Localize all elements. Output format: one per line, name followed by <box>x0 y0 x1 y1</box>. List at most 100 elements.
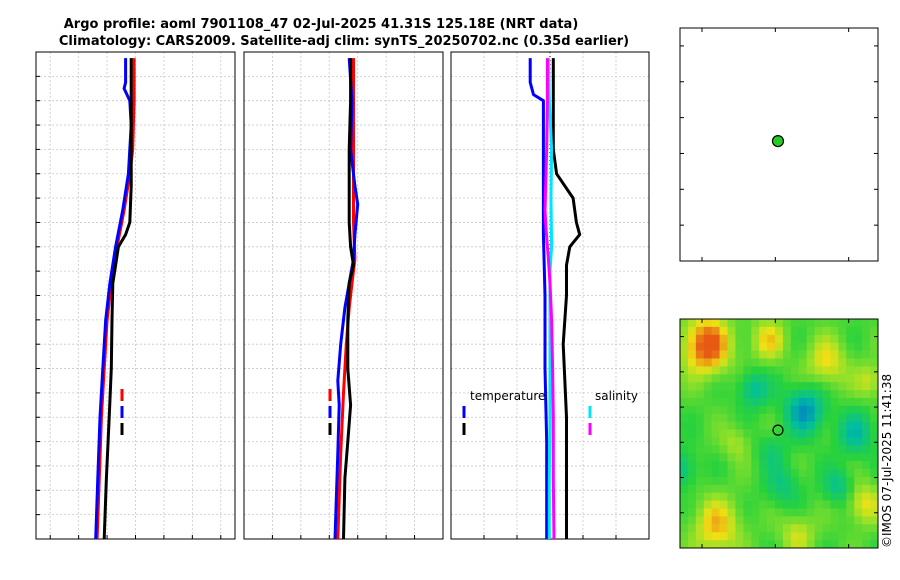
sla-cell <box>822 461 831 470</box>
sla-cell <box>838 532 847 541</box>
sla-cell <box>822 342 831 351</box>
sla-cell <box>782 397 792 407</box>
sla-cell <box>862 413 871 422</box>
legend-title-salinity: salinity <box>595 389 638 403</box>
sla-cell <box>727 382 736 391</box>
sla-cell <box>687 397 697 407</box>
sla-cell <box>806 516 815 525</box>
sla-cell <box>798 484 808 494</box>
sla-cell <box>687 382 697 391</box>
sla-cell <box>695 413 705 422</box>
sla-cell <box>703 445 712 454</box>
sla-cell <box>767 429 776 438</box>
sla-cell <box>759 405 768 415</box>
sla-cell <box>711 437 720 446</box>
sla-cell <box>719 334 728 343</box>
sla-cell <box>680 500 689 509</box>
sla-cell <box>703 484 712 494</box>
sla-cell <box>759 540 768 549</box>
sla-cell <box>687 342 697 351</box>
sla-cell <box>830 413 839 422</box>
sla-cell <box>703 390 712 399</box>
sla-cell <box>743 342 752 351</box>
sla-cell <box>814 405 823 415</box>
sla-cell <box>854 445 863 454</box>
sla-cell <box>790 319 800 328</box>
sla-cell <box>862 437 871 446</box>
sla-cell <box>719 390 728 399</box>
sla-cell <box>846 350 855 359</box>
sla-cell <box>846 508 855 517</box>
sla-cell <box>735 358 744 367</box>
sla-cell <box>775 469 784 478</box>
sla-cell <box>862 540 871 549</box>
sla-cell <box>838 421 847 430</box>
sla-cell <box>687 524 697 533</box>
sla-cell <box>751 429 760 438</box>
sla-cell <box>680 461 689 470</box>
sla-cell <box>767 476 776 486</box>
sla-cell <box>719 516 728 525</box>
sla-cell <box>870 374 879 383</box>
argo-location-marker <box>772 424 784 436</box>
sla-cell <box>735 532 744 541</box>
series-line-t-argo <box>551 58 582 539</box>
sla-cell <box>854 492 863 501</box>
sla-cell <box>743 484 752 494</box>
sla-cell <box>711 413 720 422</box>
sla-cell <box>767 390 776 399</box>
sla-cell <box>775 358 784 367</box>
sla-cell <box>711 334 720 343</box>
sla-cell <box>719 508 728 517</box>
sla-cell <box>687 334 697 343</box>
sla-cell <box>759 437 768 446</box>
sla-cell <box>743 437 752 446</box>
sla-cell <box>862 492 871 501</box>
sla-cell <box>775 326 784 336</box>
sla-cell <box>854 532 863 541</box>
sla-cell <box>838 476 847 486</box>
sla-cell <box>822 484 831 494</box>
sla-cell <box>782 532 792 541</box>
sla-cell <box>767 524 776 533</box>
sla-cell <box>782 437 792 446</box>
sla-cell <box>775 453 784 462</box>
sla-cell <box>695 366 705 375</box>
sla-cell <box>854 437 863 446</box>
sla-cell <box>862 342 871 351</box>
sla-cell <box>743 453 752 462</box>
sla-cell <box>743 397 752 407</box>
sla-cell <box>695 421 705 430</box>
sla-cell <box>814 453 823 462</box>
sla-cell <box>719 429 728 438</box>
sla-cell <box>767 461 776 470</box>
sla-cell <box>790 516 800 525</box>
sla-cell <box>695 461 705 470</box>
sla-cell <box>846 453 855 462</box>
sla-cell <box>687 532 697 541</box>
sla-cell <box>743 469 752 478</box>
sla-cell <box>711 350 720 359</box>
sla-cell <box>703 524 712 533</box>
sla-cell <box>838 397 847 407</box>
sla-cell <box>814 429 823 438</box>
sla-cell <box>870 437 879 446</box>
sla-cell <box>687 461 697 470</box>
sla-cell <box>806 390 815 399</box>
sla-cell <box>870 453 879 462</box>
sla-cell <box>751 334 760 343</box>
sla-cell <box>782 540 792 549</box>
sla-cell <box>798 405 808 415</box>
sla-cell <box>727 540 736 549</box>
sla-cell <box>814 358 823 367</box>
sla-cell <box>751 366 760 375</box>
sla-cell <box>680 540 689 549</box>
sla-cell <box>775 461 784 470</box>
sla-cell <box>870 342 879 351</box>
sla-cell <box>790 500 800 509</box>
sla-cell <box>727 350 736 359</box>
sla-cell <box>854 500 863 509</box>
sla-cell <box>814 484 823 494</box>
sla-cell <box>854 429 863 438</box>
sla-cell <box>822 326 831 336</box>
